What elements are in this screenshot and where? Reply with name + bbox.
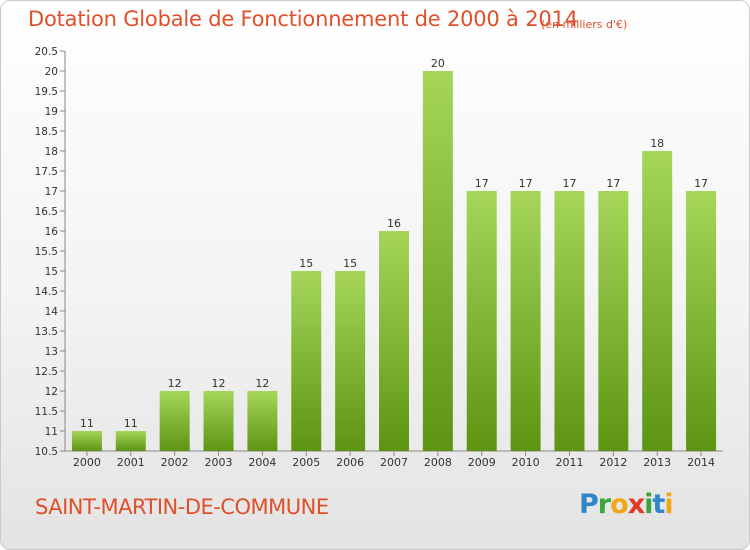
y-tick-label: 15.5 — [35, 246, 58, 258]
data-label: 12 — [212, 377, 226, 390]
y-tick-label: 14.5 — [35, 286, 58, 298]
bar-2010 — [510, 191, 541, 451]
chart-title: Dotation Globale de Fonctionnement de 20… — [28, 7, 578, 31]
data-label: 17 — [475, 177, 489, 190]
y-tick-label: 10.5 — [35, 446, 58, 458]
y-tick-label: 15 — [45, 266, 58, 278]
logo-letter: x — [627, 489, 645, 520]
bar-2001 — [115, 431, 146, 451]
data-label: 17 — [519, 177, 533, 190]
bar-2003 — [203, 391, 234, 451]
logo-letter: o — [610, 489, 629, 520]
y-tick-label: 18.5 — [35, 126, 58, 138]
bars: 11 11 12 12 12 15 15 16 20 17 17 17 17 18 17 — [71, 57, 717, 451]
data-label: 11 — [80, 417, 94, 430]
y-tick-label: 11 — [45, 426, 58, 438]
x-tick-label: 2004 — [248, 456, 276, 469]
x-tick-label: 2010 — [512, 456, 540, 469]
y-tick-label: 12 — [45, 386, 58, 398]
x-tick-label: 2003 — [205, 456, 233, 469]
logo-letter: i — [664, 489, 673, 520]
y-tick-label: 16 — [45, 226, 59, 238]
x-tick-label: 2002 — [161, 456, 189, 469]
y-tick-label: 20.5 — [35, 46, 58, 58]
bar-2007 — [379, 231, 409, 451]
y-tick-label: 17.5 — [35, 166, 58, 178]
data-label: 18 — [650, 137, 664, 150]
x-tick-label: 2012 — [599, 456, 627, 469]
x-tick-label: 2007 — [380, 456, 408, 469]
x-tick-label: 2011 — [555, 456, 583, 469]
logo-letter: i — [644, 489, 653, 520]
bar-2014 — [686, 191, 717, 451]
axes: 10.5 11 11.5 12 12.5 13 13.5 14 14.5 15 15.5 16 16.5… — [35, 46, 723, 469]
bar-2008 — [422, 71, 453, 451]
commune-name: SAINT-MARTIN-DE-COMMUNE — [35, 495, 329, 519]
bar-2009 — [466, 191, 497, 451]
y-tick-label: 13 — [45, 346, 58, 358]
data-label: 16 — [387, 217, 401, 230]
bar-2013 — [642, 151, 673, 451]
y-tick-label: 14 — [45, 306, 59, 318]
bar-2002 — [159, 391, 190, 451]
y-tick-label: 19 — [45, 106, 58, 118]
logo-letter: P — [579, 489, 599, 520]
x-tick-label: 2005 — [292, 456, 320, 469]
x-tick-label: 2009 — [468, 456, 496, 469]
x-tick-label: 2006 — [336, 456, 364, 469]
x-tick-label: 2001 — [117, 456, 145, 469]
y-tick-label: 11.5 — [35, 406, 58, 418]
x-tick-label: 2014 — [687, 456, 715, 469]
bar-2000 — [71, 431, 102, 451]
bar-2006 — [335, 271, 366, 451]
y-tick-label: 19.5 — [35, 86, 58, 98]
bar-2011 — [554, 191, 585, 451]
x-tick-label: 2000 — [73, 456, 101, 469]
y-tick-label: 13.5 — [35, 326, 58, 338]
y-tick-label: 17 — [45, 186, 58, 198]
data-label: 12 — [168, 377, 182, 390]
data-label: 12 — [255, 377, 269, 390]
logo-letter: r — [597, 489, 611, 520]
bar-2004 — [247, 391, 278, 451]
x-tick-label: 2008 — [424, 456, 452, 469]
data-label: 17 — [562, 177, 576, 190]
logo-letter: t — [652, 489, 665, 520]
x-tick-label: 2013 — [643, 456, 671, 469]
chart-subtitle: (en milliers d'€) — [541, 18, 628, 31]
y-tick-label: 18 — [45, 146, 58, 158]
data-label: 20 — [431, 57, 445, 70]
proxiti-logo: Proxiti — [579, 489, 674, 520]
data-label: 15 — [343, 257, 357, 270]
bar-2012 — [598, 191, 629, 451]
data-label: 11 — [124, 417, 138, 430]
data-label: 17 — [606, 177, 620, 190]
data-label: 17 — [694, 177, 708, 190]
bar-2005 — [291, 271, 322, 451]
data-label: 15 — [299, 257, 313, 270]
y-tick-label: 16.5 — [35, 206, 58, 218]
y-tick-label: 12.5 — [35, 366, 58, 378]
y-tick-label: 20 — [45, 66, 58, 78]
